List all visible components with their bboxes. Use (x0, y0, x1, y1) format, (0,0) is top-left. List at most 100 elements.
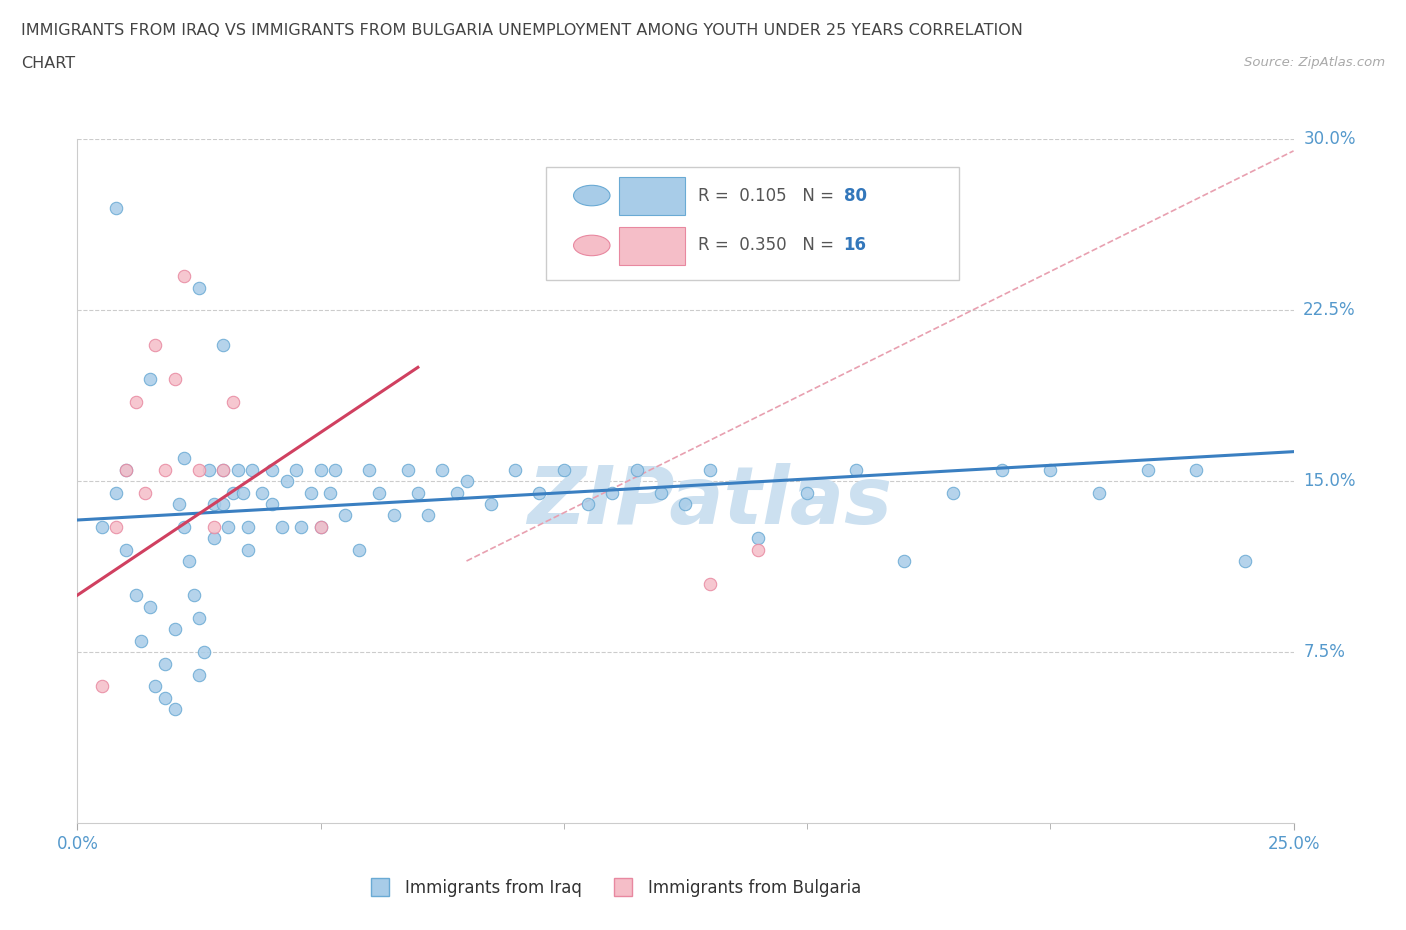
Point (319, 485, 342, 500)
Point (202, 519, 225, 534)
Point (1233, 553, 1256, 568)
Point (396, 462, 419, 477)
Point (747, 542, 769, 557)
Point (169, 497, 191, 512)
Point (309, 519, 332, 534)
Point (179, 553, 201, 568)
Text: 22.5%: 22.5% (1303, 301, 1355, 319)
Point (183, 588, 205, 603)
Point (699, 577, 721, 591)
Point (105, 485, 128, 500)
FancyBboxPatch shape (546, 166, 959, 280)
Point (153, 462, 176, 477)
Point (212, 338, 235, 352)
Point (553, 462, 575, 477)
Point (143, 679, 166, 694)
Point (90, 679, 112, 694)
Point (153, 690, 176, 705)
Point (359, 462, 381, 477)
Point (796, 485, 818, 500)
Point (163, 622, 186, 637)
Text: CHART: CHART (21, 56, 75, 71)
Point (242, 462, 264, 477)
Point (236, 519, 259, 534)
Point (236, 542, 259, 557)
Bar (619, 177, 686, 215)
Point (188, 462, 211, 477)
Point (323, 462, 346, 477)
Point (222, 394, 245, 409)
Legend: Immigrants from Iraq, Immigrants from Bulgaria: Immigrants from Iraq, Immigrants from Bu… (357, 872, 869, 904)
Text: IMMIGRANTS FROM IRAQ VS IMMIGRANTS FROM BULGARIA UNEMPLOYMENT AMONG YOUTH UNDER : IMMIGRANTS FROM IRAQ VS IMMIGRANTS FROM … (21, 23, 1024, 38)
Point (430, 462, 453, 477)
Point (105, 200, 128, 215)
Text: Source: ZipAtlas.com: Source: ZipAtlas.com (1244, 56, 1385, 69)
Point (270, 519, 292, 534)
Point (529, 485, 551, 500)
Point (333, 508, 356, 523)
Point (990, 462, 1012, 477)
Point (212, 462, 235, 477)
Point (845, 462, 868, 477)
Point (456, 474, 478, 489)
Point (202, 497, 225, 512)
Point (1088, 485, 1111, 500)
Point (602, 485, 624, 500)
Point (139, 371, 162, 386)
Point (193, 644, 215, 659)
Point (173, 451, 195, 466)
Point (349, 542, 371, 557)
Point (173, 269, 195, 284)
Point (406, 485, 429, 500)
Point (115, 542, 138, 557)
Point (285, 462, 308, 477)
Text: 16: 16 (844, 236, 866, 255)
Text: ZIPatlas: ZIPatlas (527, 463, 893, 540)
Point (232, 485, 254, 500)
Point (115, 462, 138, 477)
Point (675, 497, 697, 512)
Point (382, 508, 405, 523)
Point (217, 519, 239, 534)
Point (290, 519, 312, 534)
Circle shape (574, 235, 610, 256)
Point (260, 497, 283, 512)
Text: R =  0.105   N =: R = 0.105 N = (697, 187, 839, 205)
Point (163, 701, 186, 716)
Point (212, 462, 235, 477)
Point (105, 519, 128, 534)
Point (222, 485, 245, 500)
Point (942, 485, 965, 500)
Point (260, 462, 283, 477)
Point (650, 485, 672, 500)
Point (479, 497, 502, 512)
Point (446, 485, 468, 500)
Point (90, 519, 112, 534)
Point (139, 599, 162, 614)
Point (309, 462, 332, 477)
Point (368, 485, 391, 500)
Point (1039, 462, 1062, 477)
Text: 80: 80 (844, 187, 866, 205)
Point (129, 633, 152, 648)
Point (250, 485, 273, 500)
Point (747, 531, 769, 546)
Point (576, 497, 599, 512)
Point (699, 462, 721, 477)
Point (115, 462, 138, 477)
Point (416, 508, 439, 523)
Text: R =  0.350   N =: R = 0.350 N = (697, 236, 839, 255)
Point (893, 553, 915, 568)
Point (197, 462, 219, 477)
Text: 30.0%: 30.0% (1303, 130, 1355, 149)
Point (226, 462, 249, 477)
Point (153, 657, 176, 671)
Point (188, 280, 211, 295)
Point (503, 462, 526, 477)
Point (202, 531, 225, 546)
Point (163, 371, 186, 386)
Point (173, 519, 195, 534)
Point (626, 462, 648, 477)
Bar (619, 227, 686, 265)
Point (188, 611, 211, 626)
